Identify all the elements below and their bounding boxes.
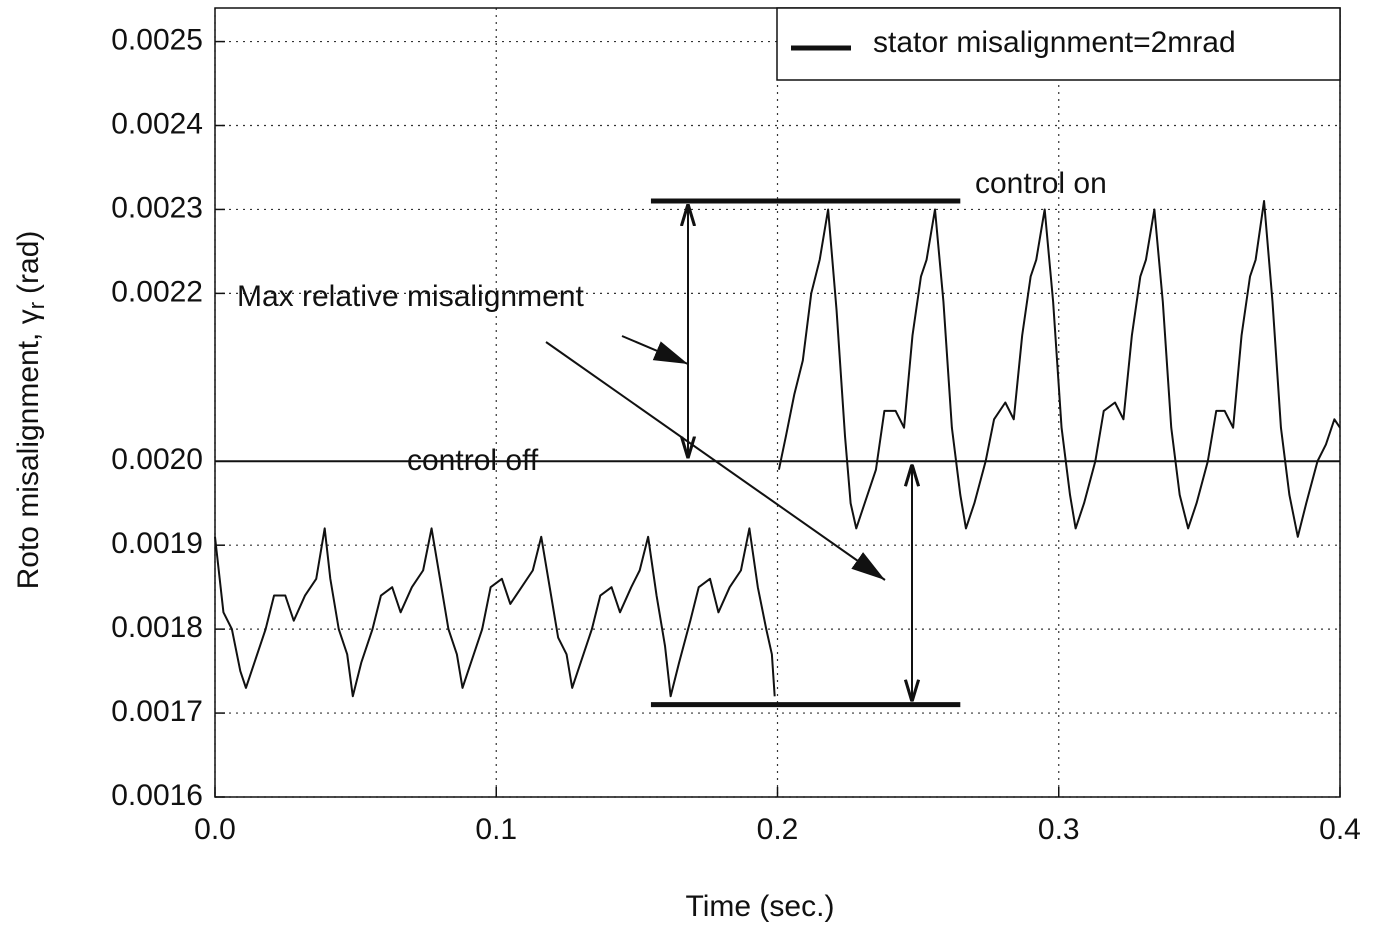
x-tick-label: 0.0 [194, 813, 236, 846]
x-tick-label: 0.4 [1319, 813, 1361, 846]
y-tick-label: 0.0022 [111, 275, 203, 308]
y-tick-label: 0.0016 [111, 779, 203, 812]
y-tick-label: 0.0023 [111, 191, 203, 224]
y-tick-label: 0.0017 [111, 695, 203, 728]
pointer-arrow [621, 335, 689, 365]
legend-label: stator misalignment=2mrad [873, 26, 1236, 59]
x-tick-label: 0.3 [1038, 813, 1080, 846]
annotation: Max relative misalignment [237, 280, 584, 313]
annotation: control on [975, 167, 1107, 200]
annotation: control off [407, 444, 539, 477]
plot-frame [214, 7, 1341, 798]
y-axis-label-unit: (rad) [12, 231, 45, 294]
y-axis-label-sub: r [24, 302, 49, 309]
x-tick-label: 0.2 [757, 813, 799, 846]
y-tick-label: 0.0025 [111, 23, 203, 56]
data-line [214, 200, 1341, 698]
x-axis-label: Time (sec.) [686, 890, 835, 923]
y-tick-label: 0.0024 [111, 107, 203, 140]
x-tick-label: 0.1 [475, 813, 517, 846]
y-axis-label-main: Roto misalignment, γ [12, 309, 45, 589]
y-tick-label: 0.0018 [111, 611, 203, 644]
pointer-arrow [545, 341, 886, 581]
y-axis-label: Roto misalignment, γr (rad) [12, 231, 49, 590]
y-tick-label: 0.0019 [111, 527, 203, 560]
legend-box [776, 7, 1341, 81]
y-tick-label: 0.0020 [111, 443, 203, 476]
